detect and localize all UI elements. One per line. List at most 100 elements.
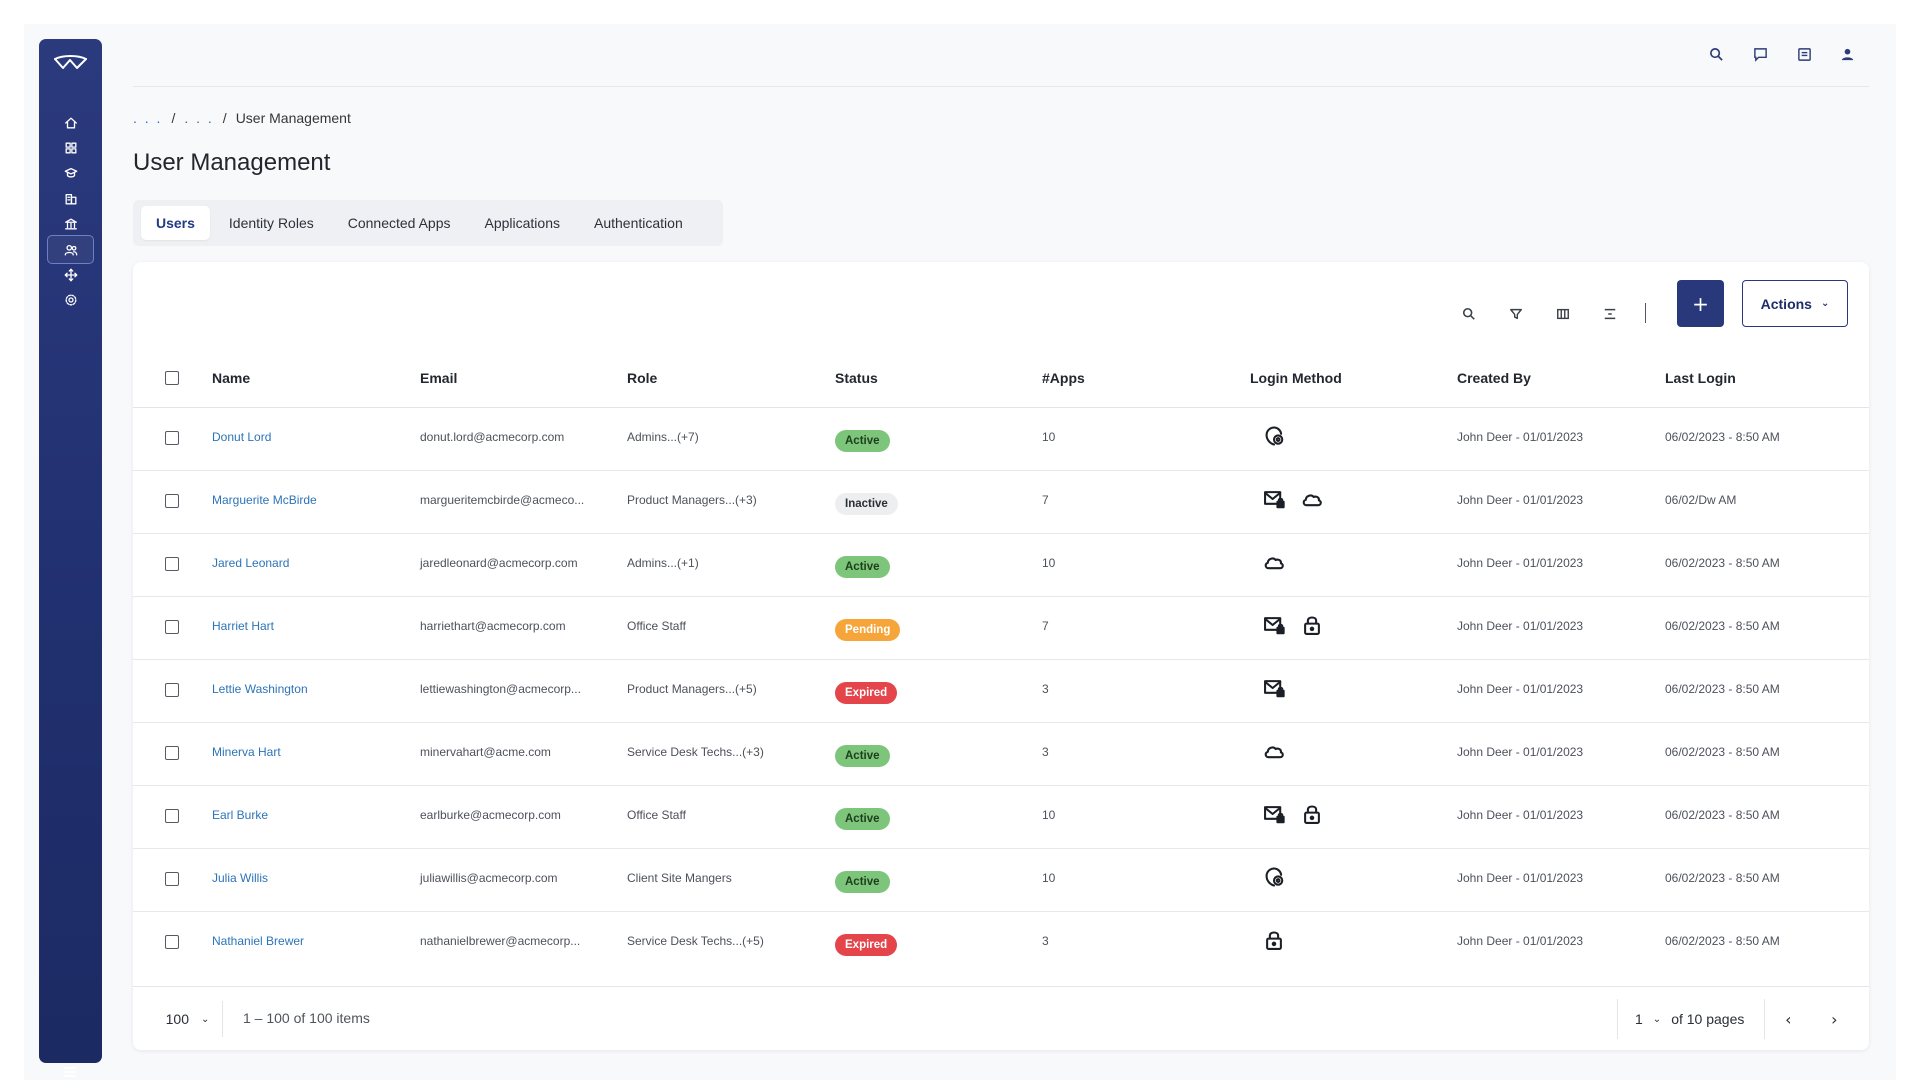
- user-app-count: 3: [1042, 745, 1049, 759]
- table-row[interactable]: Julia Willis juliawillis@acmecorp.com Clie…: [133, 849, 1869, 912]
- user-name-link[interactable]: Marguerite McBirde: [212, 493, 317, 507]
- status-badge: Active: [835, 808, 890, 830]
- table-row[interactable]: Jared Leonard jaredleonard@acmecorp.com Ad…: [133, 534, 1869, 597]
- row-checkbox[interactable]: [165, 620, 179, 634]
- chat-icon[interactable]: [1750, 44, 1770, 64]
- search-icon[interactable]: [1706, 44, 1726, 64]
- breadcrumb-item[interactable]: . . .: [184, 110, 214, 126]
- user-email: lettiewashington@acmecorp...: [420, 682, 581, 696]
- row-checkbox[interactable]: [165, 557, 179, 571]
- move-icon: [64, 268, 77, 281]
- sidebar-item-institution[interactable]: [47, 209, 94, 238]
- user-name-link[interactable]: Lettie Washington: [212, 682, 308, 696]
- row-checkbox[interactable]: [165, 431, 179, 445]
- column-header-status[interactable]: Status: [835, 370, 878, 386]
- select-all-checkbox[interactable]: [165, 371, 179, 385]
- dashboard-icon: [65, 142, 76, 153]
- tab-identity-roles[interactable]: Identity Roles: [228, 215, 314, 231]
- actions-button[interactable]: Actions ⌄: [1742, 280, 1848, 327]
- bank-icon: [64, 218, 77, 229]
- sidebar-item-home[interactable]: [47, 108, 94, 137]
- user-name-link[interactable]: Minerva Hart: [212, 745, 281, 759]
- table-row[interactable]: Harriet Hart harriethart@acmecorp.com Offi…: [133, 597, 1869, 660]
- pagination-bar: 100 ⌄ 1 – 100 of 100 items 1 ⌄ of 10 pag…: [133, 986, 1869, 1050]
- users-table-card: + Actions ⌄ Name Email Role Status #Apps…: [133, 262, 1869, 1050]
- row-checkbox[interactable]: [165, 494, 179, 508]
- previous-page-button[interactable]: ‹: [1785, 1009, 1792, 1029]
- email-login-icon: [1264, 680, 1285, 698]
- sidebar-item-organization[interactable]: [47, 184, 94, 213]
- email-login-icon: [1264, 491, 1285, 509]
- login-method-icons: [1263, 803, 1323, 825]
- column-header-role[interactable]: Role: [627, 370, 658, 386]
- row-checkbox[interactable]: [165, 683, 179, 697]
- actions-label: Actions: [1760, 295, 1812, 312]
- hamburger-icon[interactable]: [59, 1065, 81, 1079]
- building-icon: [65, 193, 76, 204]
- user-created-by: John Deer - 01/01/2023: [1457, 934, 1584, 948]
- page-select[interactable]: 1 ⌄: [1618, 1011, 1671, 1027]
- profile-icon[interactable]: [1837, 44, 1857, 64]
- user-name-link[interactable]: Jared Leonard: [212, 556, 290, 570]
- login-method-icons: [1263, 488, 1323, 510]
- next-page-button[interactable]: ›: [1831, 1009, 1838, 1029]
- tab-connected-apps[interactable]: Connected Apps: [347, 215, 451, 231]
- row-checkbox[interactable]: [165, 746, 179, 760]
- tab-users[interactable]: Users: [141, 206, 210, 240]
- sidebar-item-learning[interactable]: [47, 158, 94, 187]
- tab-applications[interactable]: Applications: [484, 215, 561, 231]
- columns-icon[interactable]: [1551, 302, 1575, 326]
- user-name-link[interactable]: Julia Willis: [212, 871, 269, 885]
- table-row[interactable]: Minerva Hart minervahart@acme.com Service …: [133, 723, 1869, 786]
- user-created-by: John Deer - 01/01/2023: [1457, 871, 1584, 885]
- user-role: Admins...(+1): [627, 556, 699, 570]
- table-row[interactable]: Donut Lord donut.lord@acmecorp.com Admins.…: [133, 408, 1869, 471]
- home-icon: [64, 117, 77, 128]
- table-row[interactable]: Earl Burke earlburke@acmecorp.com Office S…: [133, 786, 1869, 849]
- user-email: donut.lord@acmecorp.com: [420, 430, 565, 444]
- sso-login-icon: [1265, 867, 1284, 887]
- user-role: Product Managers...(+5): [627, 682, 757, 696]
- page-size-select[interactable]: 100 ⌄: [153, 1001, 223, 1037]
- column-header-created-by[interactable]: Created By: [1457, 370, 1531, 386]
- table-row[interactable]: Lettie Washington lettiewashington@acmeco…: [133, 660, 1869, 723]
- add-user-button[interactable]: +: [1677, 280, 1724, 327]
- user-name-link[interactable]: Donut Lord: [212, 430, 272, 444]
- density-icon[interactable]: [1598, 302, 1622, 326]
- login-method-icons: [1263, 551, 1285, 573]
- user-created-by: John Deer - 01/01/2023: [1457, 808, 1584, 822]
- sidebar-item-integrations[interactable]: [47, 260, 94, 289]
- user-email: juliawillis@acmecorp.com: [420, 871, 558, 885]
- user-created-by: John Deer - 01/01/2023: [1457, 430, 1584, 444]
- status-badge: Active: [835, 871, 890, 893]
- row-checkbox[interactable]: [165, 809, 179, 823]
- row-checkbox[interactable]: [165, 935, 179, 949]
- user-name-link[interactable]: Earl Burke: [212, 808, 269, 822]
- sidebar-item-user-management[interactable]: [47, 235, 94, 264]
- user-name-link[interactable]: Nathaniel Brewer: [212, 934, 305, 948]
- tab-authentication[interactable]: Authentication: [594, 215, 683, 231]
- sidebar-item-settings[interactable]: [47, 285, 94, 314]
- user-name-link[interactable]: Harriet Hart: [212, 619, 275, 633]
- filter-icon[interactable]: [1504, 302, 1528, 326]
- user-last-login: 06/02/2023 - 8:50 AM: [1665, 682, 1780, 696]
- user-app-count: 3: [1042, 682, 1049, 696]
- notes-icon[interactable]: [1794, 44, 1814, 64]
- breadcrumb-item[interactable]: . . .: [133, 110, 163, 126]
- user-created-by: John Deer - 01/01/2023: [1457, 493, 1584, 507]
- column-header-email[interactable]: Email: [420, 370, 458, 386]
- table-row[interactable]: Marguerite McBirde margueritemcbirde@acme…: [133, 471, 1869, 534]
- learning-icon: [64, 167, 77, 178]
- user-email: margueritemcbirde@acmeco...: [420, 493, 585, 507]
- user-role: Office Staff: [627, 808, 686, 822]
- column-header-name[interactable]: Name: [212, 370, 251, 386]
- column-header-apps[interactable]: #Apps: [1042, 370, 1085, 386]
- brand-logo-icon[interactable]: [53, 53, 88, 73]
- table-search-icon[interactable]: [1457, 302, 1481, 326]
- table-row[interactable]: Nathaniel Brewer nathanielbrewer@acmecorp…: [133, 912, 1869, 974]
- user-last-login: 06/02/2023 - 8:50 AM: [1665, 745, 1780, 759]
- column-header-last-login[interactable]: Last Login: [1665, 370, 1736, 386]
- row-checkbox[interactable]: [165, 872, 179, 886]
- sidebar-item-dashboard[interactable]: [47, 133, 94, 162]
- column-header-login-method[interactable]: Login Method: [1250, 370, 1342, 386]
